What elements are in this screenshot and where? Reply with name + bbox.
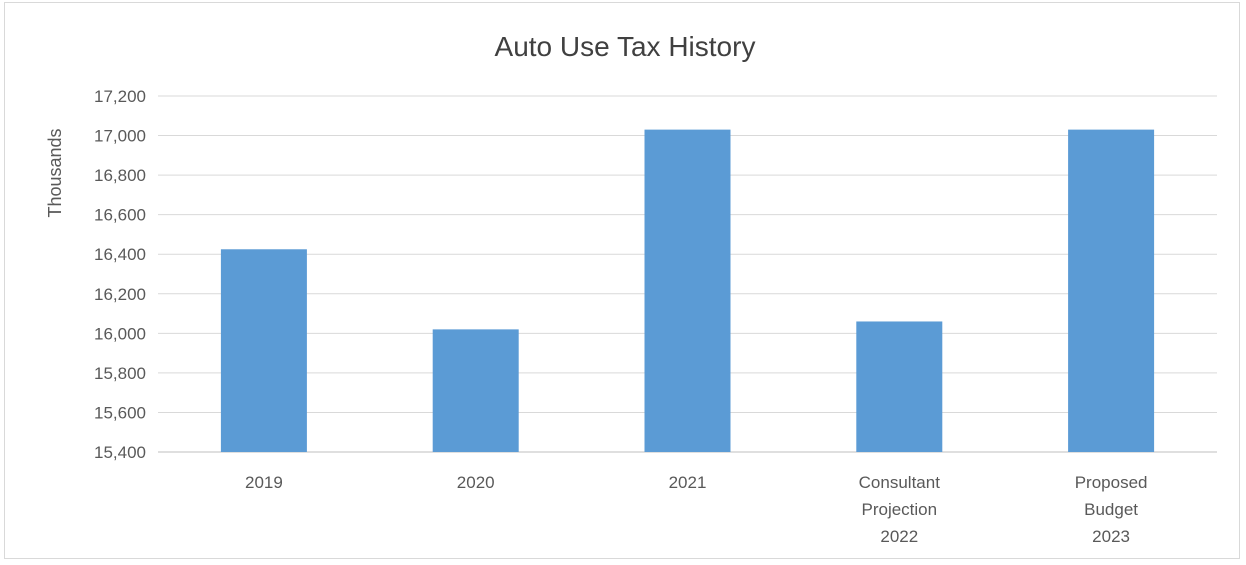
y-axis-ticks: 15,400 15,600 15,800 16,000 16,200 16,400 16,6… [94,87,146,462]
y-tick-label: 16,800 [94,166,146,185]
x-category-label: 2020 [457,473,495,492]
y-tick-label: 16,200 [94,285,146,304]
x-category-label: Consultant [859,473,941,492]
bar [432,329,519,452]
bar [644,129,731,452]
chart-title: Auto Use Tax History [495,31,756,62]
y-tick-label: 16,000 [94,324,146,343]
x-category-label: Proposed [1075,473,1148,492]
chart-frame [4,2,1240,559]
bars [220,129,1155,452]
bar [856,321,943,452]
x-category-label: 2023 [1092,527,1130,546]
y-axis-label: Thousands [45,128,65,217]
x-category-label: Budget [1084,500,1138,519]
bar [1068,129,1155,452]
y-tick-label: 17,000 [94,127,146,146]
y-tick-label: 15,600 [94,403,146,422]
y-tick-label: 16,400 [94,245,146,264]
x-category-label: 2022 [880,527,918,546]
y-tick-label: 16,600 [94,206,146,225]
y-tick-label: 15,400 [94,443,146,462]
x-category-label: 2019 [245,473,283,492]
x-axis-categories: 2019 2020 2021 Consultant Projection 2022 Prop… [245,473,1148,546]
y-tick-label: 15,800 [94,364,146,383]
x-category-label: 2021 [669,473,707,492]
bar [220,249,307,452]
y-tick-label: 17,200 [94,87,146,106]
x-category-label: Projection [861,500,937,519]
